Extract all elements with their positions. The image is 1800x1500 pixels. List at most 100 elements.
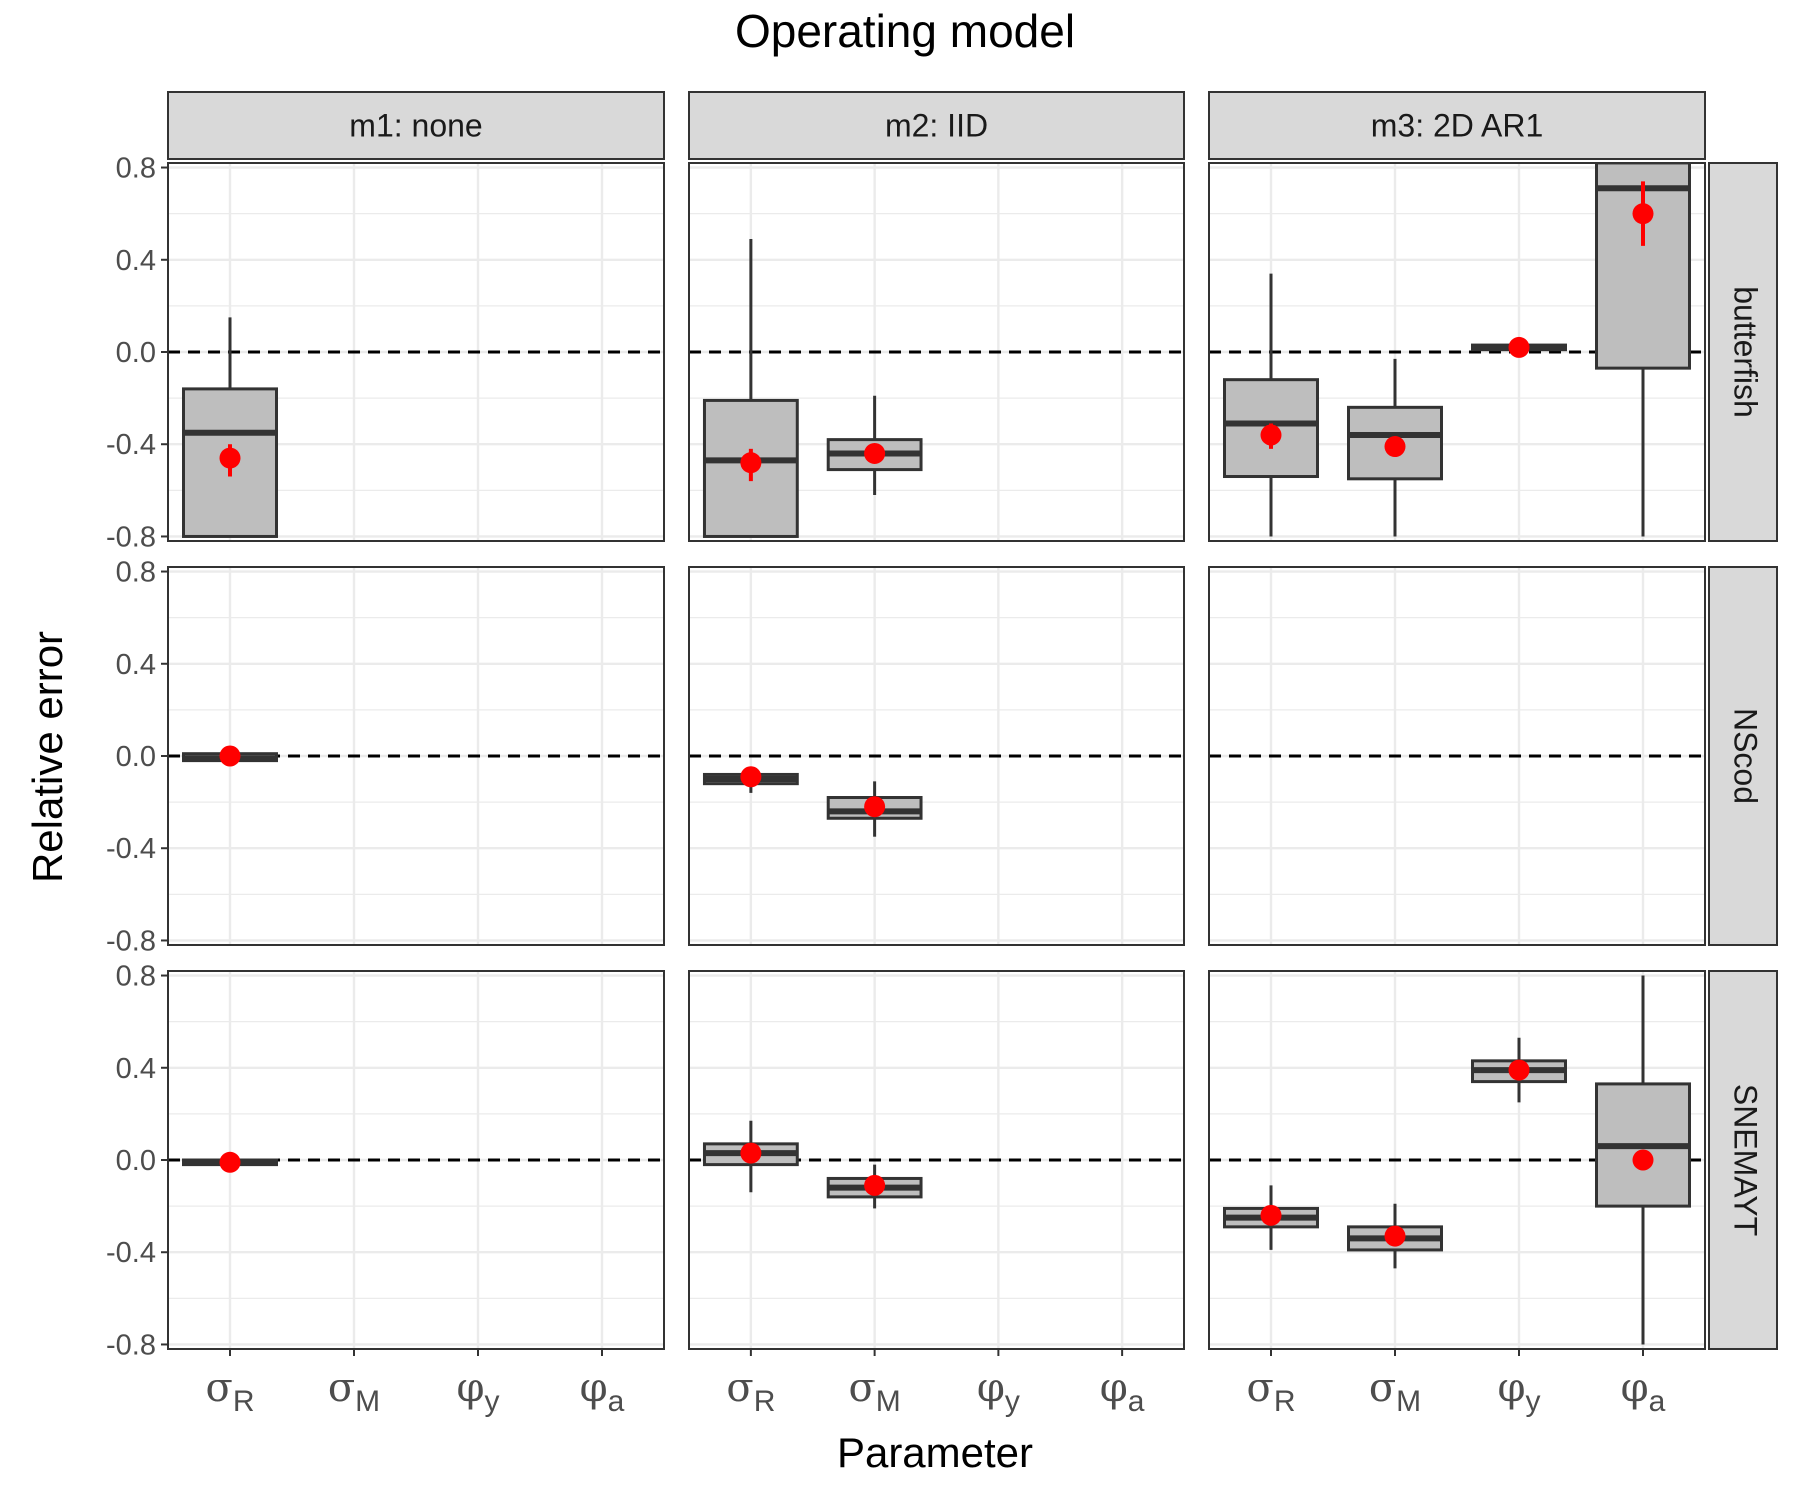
panel-border [688, 970, 1185, 1350]
panel-marks [689, 1120, 1184, 1209]
x-tick-label: σR [726, 1365, 775, 1418]
panel [167, 970, 665, 1350]
column-strip [167, 91, 665, 160]
x-tick-symbol: σ [206, 1365, 233, 1411]
x-tick-subscript: a [608, 1385, 625, 1418]
y-tick-label: 0.4 [116, 1053, 156, 1085]
column-strip-label: m1: none [349, 108, 482, 144]
facet-panels: m1: none m2: IID m3: 2D AR1 butterfish NScod… [106, 91, 1778, 1418]
mean-point [1508, 336, 1530, 358]
panel-marks [1209, 975, 1705, 1345]
panel [167, 162, 665, 542]
panel-marks [168, 317, 664, 538]
x-tick-subscript: y [1005, 1385, 1020, 1418]
y-tick-label: 0.0 [116, 741, 156, 773]
y-tick-label: 0.8 [116, 557, 156, 589]
x-tick-symbol: φ [977, 1365, 1005, 1411]
x-tick-symbol: φ [1497, 1365, 1525, 1411]
mean-point [1632, 203, 1654, 225]
x-tick-subscript: R [233, 1385, 255, 1418]
x-tick-subscript: a [1128, 1385, 1145, 1418]
y-tick-label: -0.4 [106, 429, 156, 461]
mean-point [219, 745, 241, 767]
column-strip [1208, 91, 1706, 160]
panel [1208, 162, 1706, 542]
panel [167, 566, 665, 946]
panel [1208, 566, 1706, 946]
x-tick-label: σM [328, 1365, 380, 1418]
y-tick-label: 0.4 [116, 245, 156, 277]
x-tick-subscript: a [1649, 1385, 1666, 1418]
column-strip [688, 91, 1185, 160]
x-tick-label: σM [848, 1365, 900, 1418]
x-tick-subscript: y [1526, 1385, 1541, 1418]
mean-point [1384, 1225, 1406, 1247]
mean-point [864, 442, 886, 464]
y-tick-label: -0.8 [106, 521, 156, 553]
x-axis-title: Parameter [837, 1429, 1033, 1476]
x-tick-label: φy [977, 1365, 1020, 1418]
row-strip [1708, 566, 1778, 946]
y-tick-label: 0.4 [116, 649, 156, 681]
y-tick-label: 0.8 [116, 961, 156, 993]
panel-marks [689, 754, 1184, 837]
x-tick-label: σR [1247, 1365, 1296, 1418]
y-tick-label: 0.8 [116, 153, 156, 185]
chart-title: Operating model [735, 5, 1075, 57]
panel [688, 566, 1185, 946]
panel-marks [168, 1151, 664, 1173]
row-strip [1708, 162, 1778, 542]
row-strip [1708, 970, 1778, 1350]
y-axis-title: Relative error [24, 631, 71, 883]
y-tick-label: -0.4 [106, 833, 156, 865]
mean-point [864, 1174, 886, 1196]
panel [688, 970, 1185, 1350]
panel-border [688, 566, 1185, 946]
panel [1208, 970, 1706, 1350]
y-tick-label: -0.8 [106, 925, 156, 957]
x-tick-label: φa [580, 1365, 625, 1418]
x-tick-subscript: R [1274, 1385, 1296, 1418]
x-tick-subscript: M [876, 1385, 901, 1418]
mean-point [219, 1151, 241, 1173]
mean-point [1260, 424, 1282, 446]
x-tick-symbol: σ [1369, 1365, 1396, 1411]
y-tick-label: -0.8 [106, 1329, 156, 1361]
mean-point [1508, 1059, 1530, 1081]
mean-point [219, 447, 241, 469]
panel-marks [1209, 163, 1705, 537]
mean-point [1384, 436, 1406, 458]
mean-point [1260, 1204, 1282, 1226]
row-strip-label: butterfish [1728, 286, 1764, 418]
x-tick-symbol: φ [1100, 1365, 1128, 1411]
x-tick-subscript: M [1396, 1385, 1421, 1418]
mean-point [740, 452, 762, 474]
x-tick-symbol: σ [1247, 1365, 1274, 1411]
x-tick-label: φa [1100, 1365, 1145, 1418]
panel-marks [168, 745, 664, 767]
x-tick-symbol: φ [456, 1365, 484, 1411]
y-tick-label: 0.0 [116, 1145, 156, 1177]
y-tick-label: 0.0 [116, 337, 156, 369]
mean-point [1632, 1149, 1654, 1171]
x-tick-symbol: φ [1621, 1365, 1649, 1411]
x-tick-subscript: y [485, 1385, 500, 1418]
x-tick-symbol: σ [848, 1365, 875, 1411]
panel [688, 162, 1185, 542]
x-tick-label: φy [456, 1365, 499, 1418]
row-strip-label: NScod [1728, 708, 1764, 804]
x-tick-subscript: M [355, 1385, 380, 1418]
panel-border [1208, 566, 1706, 946]
x-tick-subscript: R [754, 1385, 776, 1418]
x-tick-symbol: σ [726, 1365, 753, 1411]
mean-point [864, 796, 886, 818]
mean-point [740, 766, 762, 788]
mean-point [740, 1142, 762, 1164]
panel-border [1208, 970, 1706, 1350]
row-strip-label: SNEMAYT [1728, 1084, 1764, 1236]
x-tick-label: σM [1369, 1365, 1421, 1418]
column-strip-label: m2: IID [885, 108, 988, 144]
panel-border [688, 162, 1185, 542]
x-tick-label: φy [1497, 1365, 1540, 1418]
